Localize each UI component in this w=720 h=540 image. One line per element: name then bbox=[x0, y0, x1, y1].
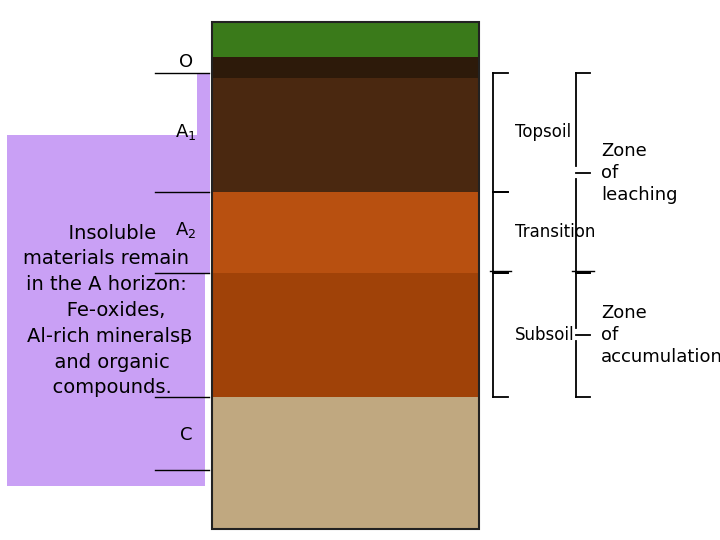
Bar bbox=[212, 397, 479, 529]
Text: Topsoil: Topsoil bbox=[515, 123, 571, 141]
Text: A$_1$: A$_1$ bbox=[175, 122, 197, 143]
Bar bbox=[212, 57, 479, 78]
Text: Zone
of
accumulation: Zone of accumulation bbox=[601, 303, 720, 366]
Text: O: O bbox=[179, 53, 193, 71]
Bar bbox=[212, 78, 479, 192]
Text: A$_2$: A$_2$ bbox=[175, 219, 197, 240]
Text: Zone
of
leaching: Zone of leaching bbox=[601, 141, 678, 204]
FancyBboxPatch shape bbox=[7, 135, 205, 486]
Bar bbox=[212, 22, 479, 529]
Text: Subsoil: Subsoil bbox=[515, 326, 575, 344]
Bar bbox=[212, 192, 479, 273]
Bar bbox=[197, 73, 210, 273]
Bar bbox=[212, 22, 479, 57]
Text: B: B bbox=[179, 328, 192, 347]
Bar bbox=[212, 273, 479, 397]
Text: Transition: Transition bbox=[515, 223, 595, 241]
Text: C: C bbox=[179, 426, 192, 444]
Text: Insoluble
materials remain
in the A horizon:
   Fe-oxides,
Al-rich minerals,
  a: Insoluble materials remain in the A hori… bbox=[23, 224, 189, 397]
